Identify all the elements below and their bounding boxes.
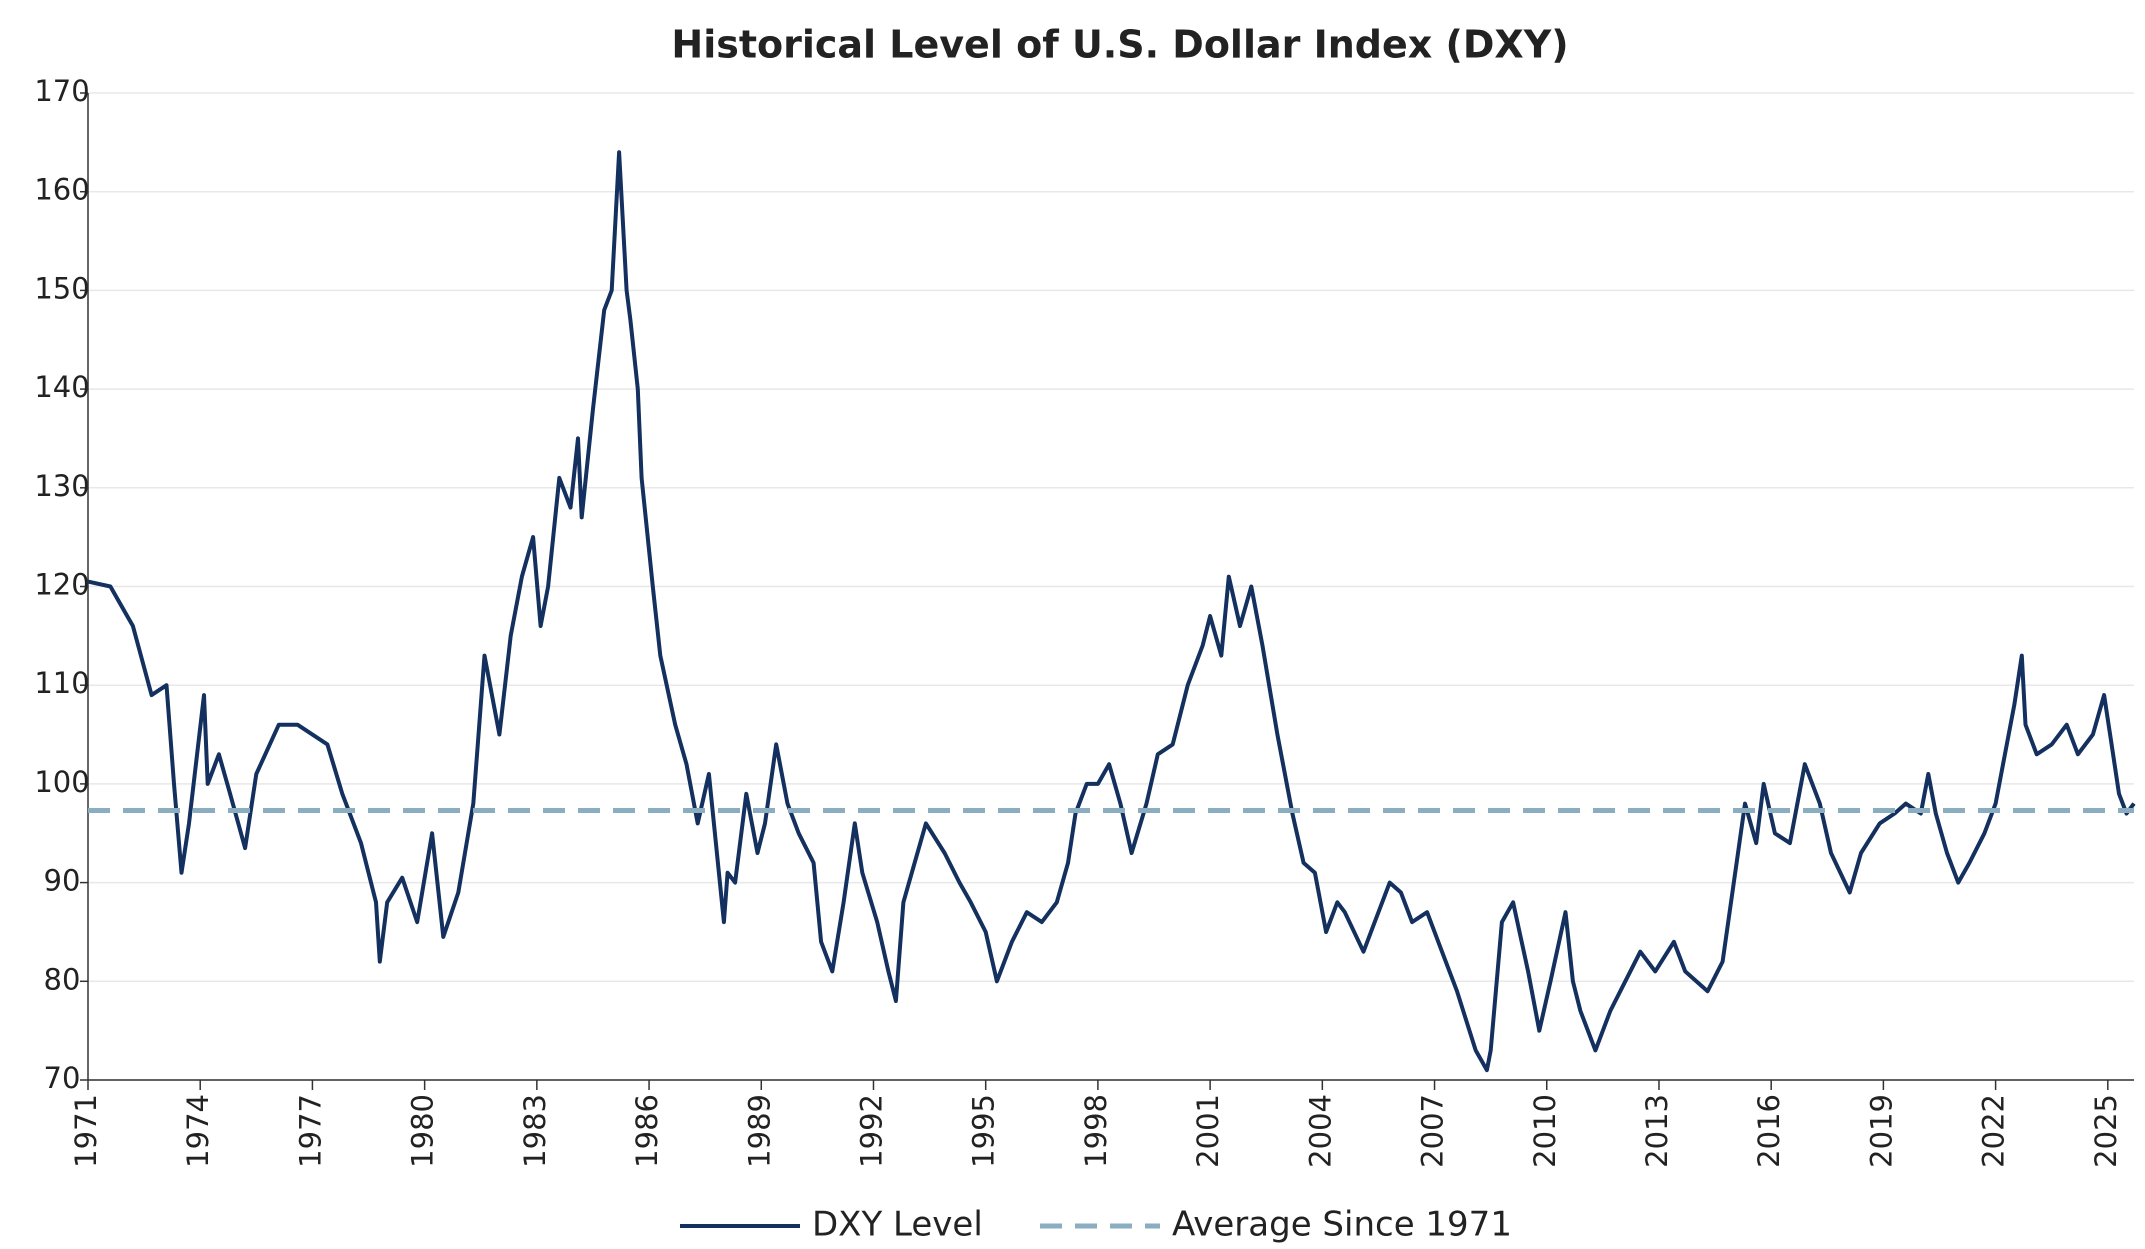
x-tick-label: 2016 xyxy=(1752,1094,1786,1168)
legend-label: DXY Level xyxy=(812,1205,983,1245)
y-tick-label: 100 xyxy=(34,765,89,799)
y-tick-label: 80 xyxy=(44,962,81,996)
x-tick-label: 1998 xyxy=(1079,1094,1113,1168)
y-tick-label: 90 xyxy=(44,864,81,898)
x-tick-label: 2001 xyxy=(1191,1094,1225,1168)
y-tick-label: 140 xyxy=(34,370,89,404)
x-tick-label: 1989 xyxy=(742,1094,776,1168)
y-tick-label: 150 xyxy=(34,271,89,305)
legend-label: Average Since 1971 xyxy=(1172,1205,1512,1245)
y-tick-label: 110 xyxy=(34,666,89,700)
x-tick-label: 2019 xyxy=(1864,1094,1898,1168)
y-tick-label: 160 xyxy=(34,173,89,207)
x-tick-label: 2004 xyxy=(1303,1094,1337,1168)
y-tick-label: 70 xyxy=(44,1061,81,1095)
x-tick-label: 2022 xyxy=(1977,1094,2011,1168)
x-tick-label: 2013 xyxy=(1640,1094,1674,1168)
y-tick-label: 130 xyxy=(34,469,89,503)
x-tick-label: 2007 xyxy=(1416,1094,1450,1168)
y-tick-label: 170 xyxy=(34,74,89,108)
x-tick-label: 2025 xyxy=(2089,1094,2123,1168)
x-tick-label: 1992 xyxy=(854,1094,888,1168)
x-tick-label: 1983 xyxy=(518,1094,552,1168)
chart-title: Historical Level of U.S. Dollar Index (D… xyxy=(671,23,1568,67)
y-tick-label: 120 xyxy=(34,568,89,602)
data-line xyxy=(87,150,2136,1073)
x-tick-label: 1971 xyxy=(69,1094,103,1168)
x-tick-label: 1977 xyxy=(293,1094,327,1168)
x-tick-label: 1980 xyxy=(406,1094,440,1168)
x-tick-label: 2010 xyxy=(1528,1094,1562,1168)
x-tick-label: 1986 xyxy=(630,1094,664,1168)
x-tick-label: 1995 xyxy=(967,1094,1001,1168)
x-tick-label: 1974 xyxy=(181,1094,215,1168)
